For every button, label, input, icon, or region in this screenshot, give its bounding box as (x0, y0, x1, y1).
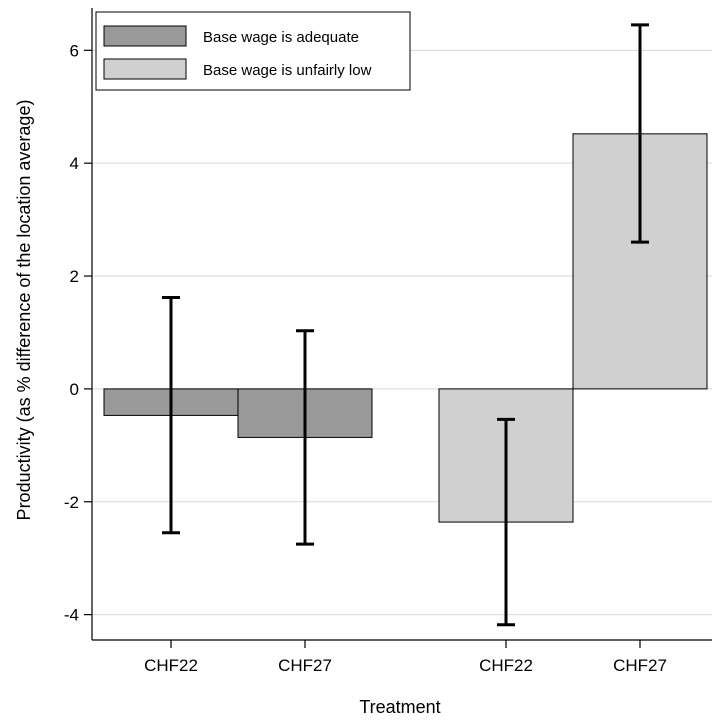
x-tick-label: CHF22 (144, 656, 198, 675)
y-axis-label: Productivity (as % difference of the loc… (14, 100, 34, 521)
x-tick-label: CHF27 (278, 656, 332, 675)
legend-label: Base wage is adequate (203, 29, 359, 46)
x-axis-label: Treatment (359, 697, 440, 717)
legend: Base wage is adequate Base wage is unfair… (95, 11, 411, 91)
y-tick-label: -2 (64, 493, 79, 512)
y-axis: -4 -2 0 2 4 6 (64, 8, 93, 640)
legend-swatch (103, 25, 187, 47)
y-tick-label: 4 (70, 154, 79, 173)
y-tick-label: 6 (70, 41, 79, 60)
x-axis: CHF22 CHF27 CHF22 CHF27 (92, 639, 712, 675)
y-tick-label: -4 (64, 606, 79, 625)
x-tick-label: CHF27 (613, 656, 667, 675)
error-bars (162, 23, 649, 627)
legend-swatch (103, 58, 187, 80)
y-tick-label: 0 (70, 380, 79, 399)
x-tick-label: CHF22 (479, 656, 533, 675)
y-tick-label: 2 (70, 267, 79, 286)
legend-label: Base wage is unfairly low (203, 62, 372, 79)
